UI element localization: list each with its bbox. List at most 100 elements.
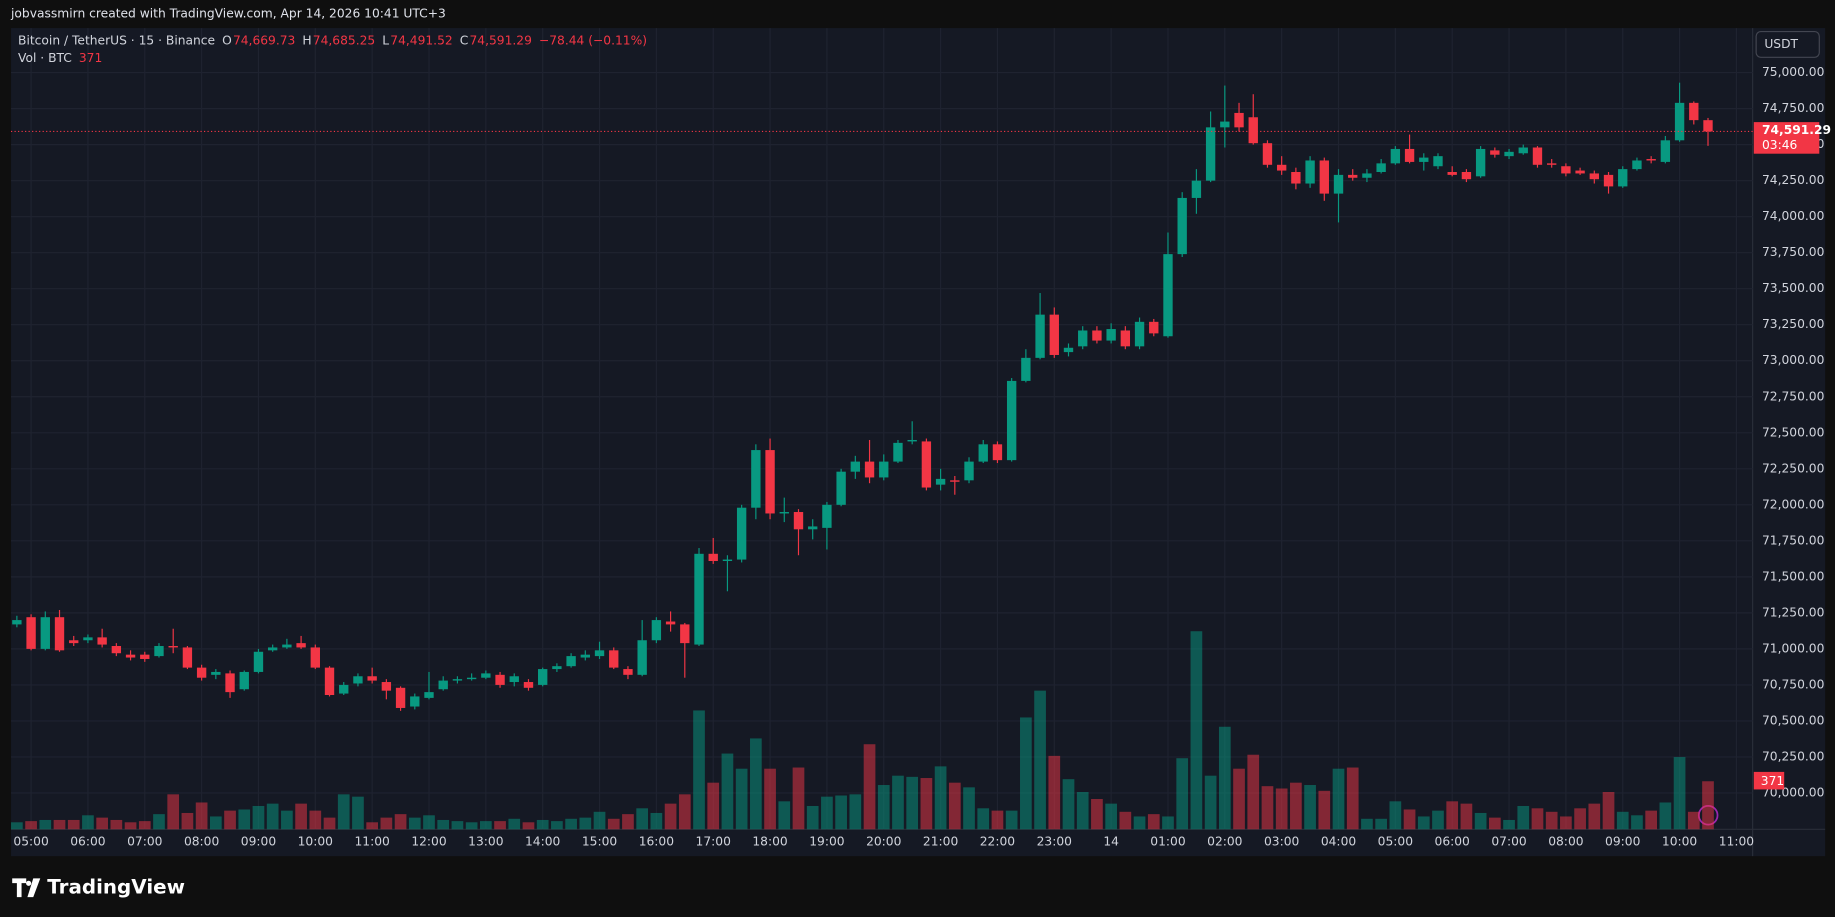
candle-body <box>410 696 420 707</box>
candles <box>12 82 1713 711</box>
candle-body <box>992 444 1003 461</box>
volume-bar <box>1119 811 1132 830</box>
volume-bar <box>1517 805 1530 830</box>
volume-bar <box>366 822 379 830</box>
volume-bar <box>764 768 776 830</box>
volume-bar <box>1247 754 1260 830</box>
candle-body <box>1063 347 1074 353</box>
candle-body <box>1305 160 1315 184</box>
currency-box[interactable] <box>1755 30 1820 58</box>
candle-body <box>580 654 590 658</box>
candle-body <box>1689 102 1699 121</box>
candle-body <box>111 646 122 654</box>
candle-body <box>893 442 903 462</box>
y-tick-label: 75,000.00 <box>1762 65 1824 79</box>
volume-bar <box>522 822 535 830</box>
candle-body <box>239 671 249 690</box>
volume-bar <box>337 794 350 830</box>
volume-bar <box>1261 786 1274 830</box>
symbol: Bitcoin / TetherUS · 15 · Binance <box>18 33 215 47</box>
candle-body <box>594 650 605 657</box>
candle-body <box>196 667 207 678</box>
volume-bar <box>1204 775 1217 830</box>
candle-body <box>1106 329 1116 341</box>
volume-bar <box>323 817 336 830</box>
volume-bar <box>1616 811 1629 830</box>
volume-bar <box>167 794 180 830</box>
candle-body <box>495 674 505 685</box>
candle-body <box>154 646 164 657</box>
volume-bar <box>309 810 322 830</box>
candle-body <box>1092 330 1102 341</box>
volume-bar <box>82 815 94 830</box>
volume-bar <box>1091 798 1103 830</box>
candle-body <box>836 471 846 505</box>
volume-bar <box>1403 809 1416 830</box>
volume-bar <box>1446 801 1459 830</box>
volume-bar <box>96 817 108 830</box>
x-tick-label: 08:00 <box>184 835 219 849</box>
volume-bar <box>1488 817 1501 830</box>
candle-body <box>282 644 292 648</box>
volume-bar <box>778 801 791 830</box>
candle-body <box>765 450 775 514</box>
x-tick-label: 05:00 <box>13 835 48 849</box>
volume-bar <box>408 817 421 830</box>
x-tick-label: 05:00 <box>1378 835 1413 849</box>
volume-bar <box>1361 818 1373 830</box>
volume-bar <box>1162 816 1174 830</box>
candle-body <box>267 647 278 651</box>
x-tick-label: 19:00 <box>809 835 844 849</box>
candle-body <box>69 640 79 644</box>
candle-body <box>1177 197 1187 255</box>
volume-bar <box>423 815 435 830</box>
candle-body <box>1703 120 1713 132</box>
x-tick-label: 07:00 <box>1491 835 1526 849</box>
candle-body <box>1262 143 1273 165</box>
candle-body <box>1660 140 1671 162</box>
candle-body <box>822 504 832 528</box>
countdown: 03:46 <box>1762 138 1798 152</box>
candle-body <box>1532 147 1543 165</box>
y-tick-label: 73,750.00 <box>1762 245 1824 259</box>
x-tick-label: 18:00 <box>752 835 787 849</box>
candle-body <box>779 512 789 514</box>
candle-body <box>1276 164 1287 171</box>
credit: jobvassmirn created with TradingView.com… <box>10 7 446 21</box>
candle-body <box>438 680 448 690</box>
y-tick-label: 71,250.00 <box>1762 605 1824 619</box>
candle-body <box>168 646 178 648</box>
candle-body <box>466 677 477 680</box>
y-tick-label: 71,000.00 <box>1762 641 1824 655</box>
volume-bar <box>664 803 677 830</box>
candle-body <box>1646 159 1656 161</box>
x-tick-label: 12:00 <box>411 835 446 849</box>
x-tick-label: 13:00 <box>468 835 503 849</box>
candle-body <box>637 640 647 675</box>
ohlc-value: 74,491.52 <box>390 33 452 47</box>
volume-bar <box>1318 790 1331 830</box>
x-tick-label: 20:00 <box>866 835 901 849</box>
candle-body <box>211 671 221 675</box>
candle-body <box>808 526 818 530</box>
candle-body <box>1333 174 1344 194</box>
candle-body <box>481 673 491 678</box>
volume-bar <box>892 775 904 830</box>
candle-body <box>1518 147 1528 154</box>
ohlc-key: H <box>302 33 311 47</box>
currency[interactable]: USDT <box>1764 37 1798 51</box>
x-tick-label: 03:00 <box>1264 835 1299 849</box>
brand-logo <box>12 878 41 898</box>
volume-bar <box>607 818 620 830</box>
last-price-label: 74,591.29 <box>1762 123 1831 137</box>
y-tick-label: 72,750.00 <box>1762 389 1824 403</box>
volume-bar <box>1574 808 1586 830</box>
volume-bar <box>1545 811 1558 830</box>
volume-bar <box>1048 755 1061 830</box>
volume-bar <box>53 819 66 830</box>
volume-bar <box>849 794 862 830</box>
x-tick-label: 09:00 <box>1605 835 1640 849</box>
candle-body <box>736 507 747 560</box>
volume-bar <box>1218 726 1231 830</box>
